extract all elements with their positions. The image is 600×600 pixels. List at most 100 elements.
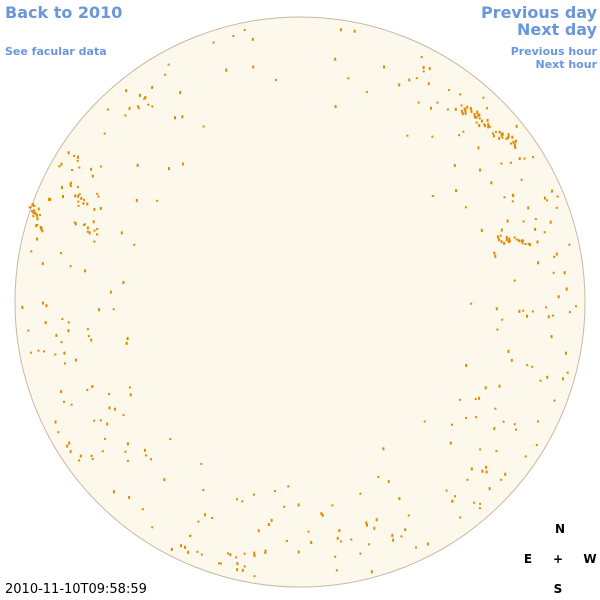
facular-point — [144, 96, 147, 99]
facular-point — [518, 157, 521, 161]
facular-point — [382, 447, 385, 451]
facular-point — [493, 427, 496, 430]
facular-point — [562, 377, 564, 381]
facular-point — [200, 462, 203, 465]
facular-point — [74, 358, 77, 362]
facular-point — [479, 502, 482, 505]
facular-point — [55, 333, 58, 337]
facular-point — [253, 554, 256, 558]
facular-point — [404, 528, 407, 532]
facular-point — [454, 107, 457, 111]
facular-point — [77, 194, 80, 198]
facular-point — [377, 475, 380, 478]
facular-point — [527, 206, 530, 210]
facular-point — [497, 238, 500, 242]
facular-point — [500, 134, 503, 137]
facular-point — [486, 107, 488, 110]
facular-point — [387, 480, 390, 484]
facular-point — [236, 568, 239, 572]
facular-point — [212, 41, 215, 44]
next-day-link[interactable]: Next day — [517, 20, 597, 39]
facular-point — [531, 310, 534, 313]
facular-point — [515, 238, 518, 241]
facular-point — [422, 66, 425, 69]
facular-point — [180, 544, 182, 548]
facular-point — [74, 194, 77, 198]
facular-point — [30, 250, 33, 253]
facular-point — [126, 337, 129, 340]
facular-point — [545, 306, 548, 309]
facular-point — [487, 123, 490, 127]
facular-point — [431, 135, 434, 138]
facular-point — [465, 416, 467, 419]
facular-point — [531, 365, 534, 368]
facular-point — [501, 136, 504, 139]
facular-point — [60, 341, 63, 344]
facular-point — [235, 556, 238, 559]
previous-day-link[interactable]: Previous day — [480, 3, 597, 22]
facular-point — [39, 226, 42, 229]
facular-point — [32, 203, 35, 207]
facular-point — [88, 231, 91, 235]
facular-point — [128, 496, 131, 499]
facular-point — [500, 228, 503, 232]
facular-point — [54, 420, 57, 424]
facular-point — [91, 174, 94, 178]
facular-point — [474, 398, 477, 401]
facular-point — [179, 91, 182, 95]
facular-point — [494, 407, 497, 410]
facular-point — [503, 196, 506, 199]
facular-point — [552, 271, 555, 274]
facular-point — [70, 181, 73, 184]
facular-point — [101, 450, 104, 453]
facular-link[interactable]: See facular data — [5, 45, 107, 58]
facular-point — [226, 552, 229, 555]
compass-north: N — [554, 522, 566, 536]
facular-point — [534, 218, 537, 221]
facular-point — [93, 240, 96, 243]
facular-point — [339, 28, 342, 32]
facular-point — [496, 235, 499, 239]
facular-point — [391, 533, 394, 537]
facular-point — [518, 309, 521, 313]
facular-point — [76, 159, 79, 162]
facular-point — [470, 109, 473, 113]
facular-point — [512, 140, 515, 144]
back-link[interactable]: Back to 2010 — [5, 3, 123, 22]
facular-point — [495, 130, 497, 133]
facular-point — [79, 454, 82, 458]
facular-point — [36, 217, 39, 221]
facular-point — [479, 168, 481, 172]
facular-point — [21, 305, 24, 309]
facular-point — [113, 407, 116, 411]
facular-point — [156, 199, 159, 202]
facular-point — [49, 197, 52, 201]
facular-point — [187, 550, 190, 554]
facular-point — [109, 290, 112, 294]
facular-point — [479, 448, 482, 451]
facular-point — [335, 569, 338, 572]
facular-point — [93, 207, 96, 211]
previous-hour-link[interactable]: Previous hour — [510, 45, 597, 58]
facular-point — [124, 450, 127, 453]
facular-point — [536, 240, 539, 244]
facular-point — [264, 551, 267, 554]
facular-point — [336, 536, 339, 540]
facular-point — [498, 136, 501, 140]
facular-point — [485, 465, 488, 469]
facular-point — [527, 242, 530, 245]
facular-point — [147, 103, 150, 106]
facular-point — [501, 132, 503, 136]
facular-point — [41, 262, 44, 266]
facular-point — [67, 329, 70, 333]
facular-point — [99, 207, 102, 210]
facular-point — [522, 309, 525, 312]
facular-point — [338, 529, 341, 533]
facular-point — [505, 137, 508, 140]
facular-point — [502, 420, 505, 423]
next-hour-link[interactable]: Next hour — [535, 58, 598, 71]
facular-point — [523, 157, 526, 160]
facular-point — [84, 269, 87, 273]
facular-point — [321, 513, 324, 517]
facular-point — [511, 135, 514, 139]
